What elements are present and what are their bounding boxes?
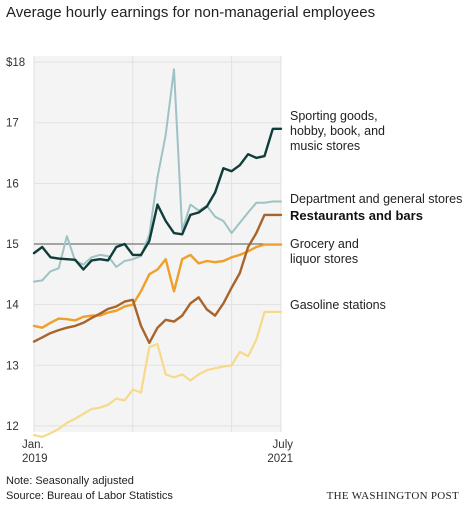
source-text: Source: Bureau of Labor Statistics bbox=[6, 490, 173, 502]
series-label: Gasoline stations bbox=[290, 298, 386, 312]
series-label: Department and general stores bbox=[290, 192, 462, 206]
series-lines bbox=[32, 68, 283, 438]
series-label: Sporting goods, bbox=[290, 109, 378, 123]
y-tick-label: $18 bbox=[6, 57, 25, 69]
series-line-gasoline-stations bbox=[32, 310, 283, 438]
x-tick-label: Jan. bbox=[22, 439, 44, 451]
y-tick-label: 12 bbox=[6, 421, 19, 433]
series-label: hobby, book, and bbox=[290, 124, 385, 138]
x-tick-label: July bbox=[273, 439, 294, 451]
x-tick-label-year: 2019 bbox=[22, 453, 48, 465]
series-line-sporting-goods-hobby-book-and-music-stores bbox=[32, 127, 283, 271]
series-label: music stores bbox=[290, 139, 360, 153]
series-label: Grocery and bbox=[290, 237, 359, 251]
y-tick-label: 14 bbox=[6, 300, 19, 312]
series-line-grocery-and-liquor-stores bbox=[32, 243, 283, 329]
y-tick-label: 13 bbox=[6, 360, 19, 372]
credit-text: THE WASHINGTON POST bbox=[327, 490, 459, 502]
y-tick-label: 17 bbox=[6, 118, 19, 130]
series-label: liquor stores bbox=[290, 252, 358, 266]
y-tick-label: 16 bbox=[6, 178, 19, 190]
y-tick-label: 15 bbox=[6, 239, 19, 251]
x-axis-ticks: Jan. 2019 July 2021 bbox=[22, 439, 293, 465]
chart-title: Average hourly earnings for non-manageri… bbox=[6, 4, 375, 21]
note-text: Note: Seasonally adjusted bbox=[6, 475, 134, 487]
x-tick-label-year: 2021 bbox=[267, 453, 293, 465]
series-line-restaurants-and-bars bbox=[32, 213, 283, 345]
y-axis-ticks: $18 17 16 15 14 13 12 bbox=[6, 57, 25, 433]
series-label: Restaurants and bars bbox=[290, 208, 423, 223]
